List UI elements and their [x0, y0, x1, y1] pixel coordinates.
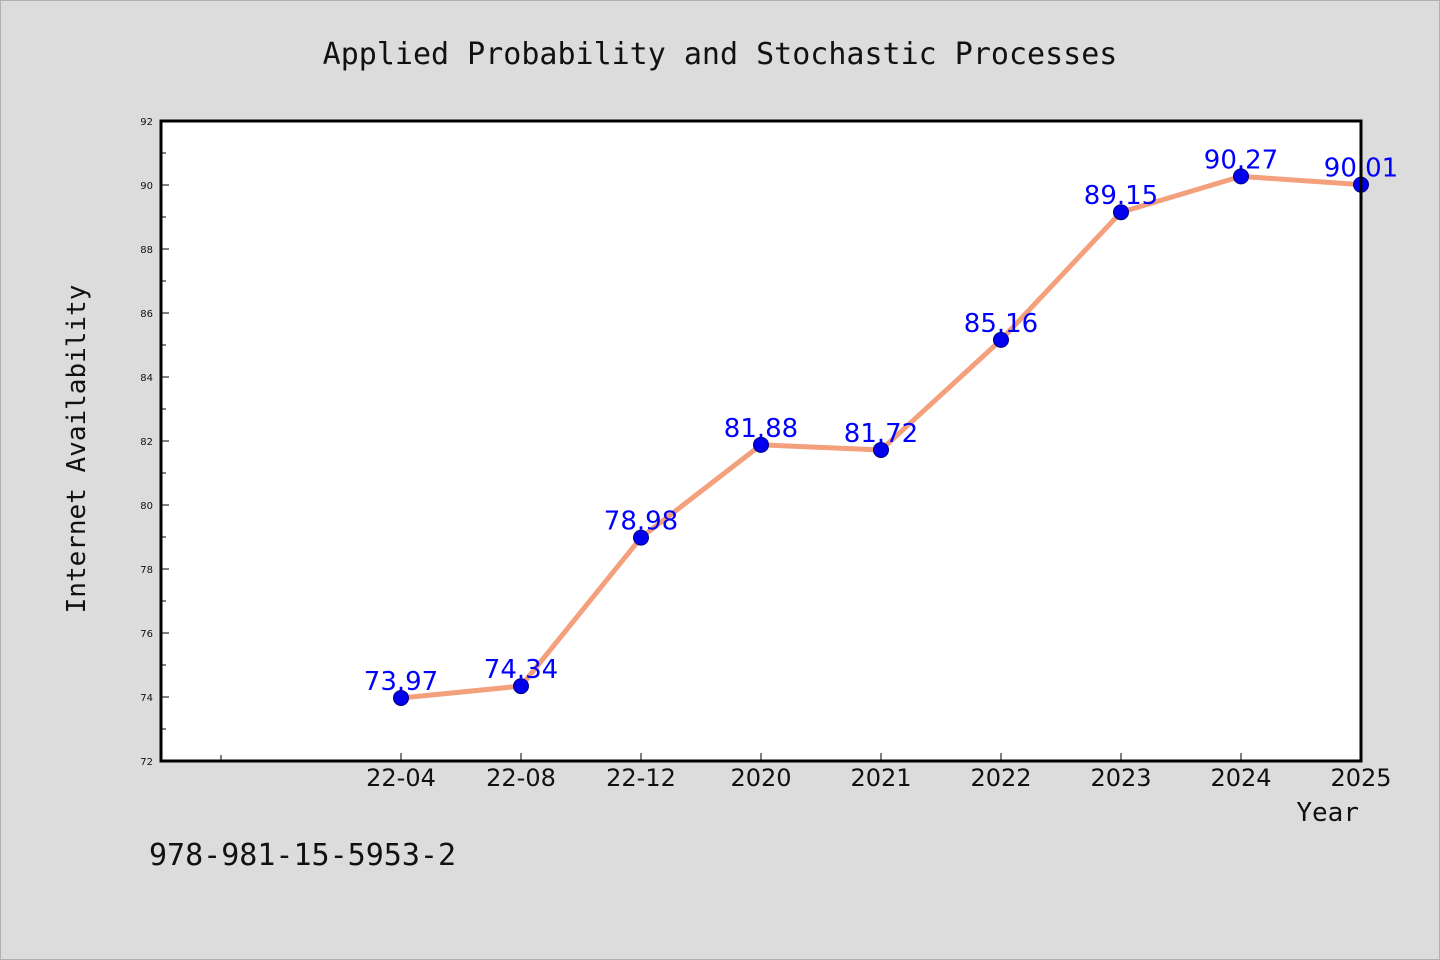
chart-title: Applied Probability and Stochastic Proce…	[323, 37, 1118, 72]
y-tick-label: 78	[140, 565, 153, 576]
y-tick-label: 90	[140, 181, 153, 192]
y-tick-label: 92	[140, 117, 153, 128]
y-tick-label: 76	[140, 629, 153, 640]
data-point	[513, 678, 529, 695]
data-label: 89.15	[1084, 181, 1158, 211]
data-point	[1113, 204, 1129, 221]
x-tick-label: 2021	[850, 764, 911, 792]
data-point	[993, 331, 1009, 348]
y-tick-label: 88	[140, 245, 153, 256]
data-point	[393, 689, 409, 706]
data-label: 74.34	[484, 655, 558, 685]
x-tick-label: 2025	[1330, 764, 1391, 792]
data-label: 78.98	[604, 507, 678, 537]
y-axis-label: Internet Availability	[62, 285, 92, 614]
data-point	[873, 441, 889, 458]
x-tick-label: 22-12	[606, 764, 676, 792]
y-tick-label: 84	[140, 373, 153, 384]
data-label: 81.88	[724, 414, 798, 444]
x-axis: 22-04 22-08 22-12 2020 2021 2022 2023 2024 2025	[220, 753, 1392, 792]
data-point	[633, 529, 649, 546]
data-point	[1233, 168, 1249, 185]
y-tick-label: 72	[140, 757, 153, 768]
x-tick-label: 2020	[730, 764, 791, 792]
x-tick-label: 22-08	[486, 764, 556, 792]
y-tick-label: 82	[140, 437, 153, 448]
x-tick-label: 2024	[1210, 764, 1271, 792]
y-tick-label: 74	[140, 693, 153, 704]
data-markers	[393, 168, 1369, 706]
x-tick-label: 2022	[970, 764, 1031, 792]
data-label: 85.16	[964, 309, 1038, 339]
data-labels: 73.97 74.34 78.98 81.88 81.72 85.16 89.15 90.27…	[364, 145, 1398, 697]
data-label: 81.72	[844, 419, 918, 449]
y-tick-label: 86	[140, 309, 153, 320]
data-label: 73.97	[364, 667, 438, 697]
isbn-footnote: 978-981-15-5953-2	[149, 838, 456, 873]
data-point	[753, 436, 769, 453]
data-label: 90.27	[1204, 145, 1278, 175]
x-tick-label: 22-04	[366, 764, 436, 792]
x-tick-label: 2023	[1090, 764, 1151, 792]
x-axis-label: Year	[1296, 798, 1359, 828]
plot-frame	[159, 119, 1363, 763]
y-tick-label: 80	[140, 501, 153, 512]
